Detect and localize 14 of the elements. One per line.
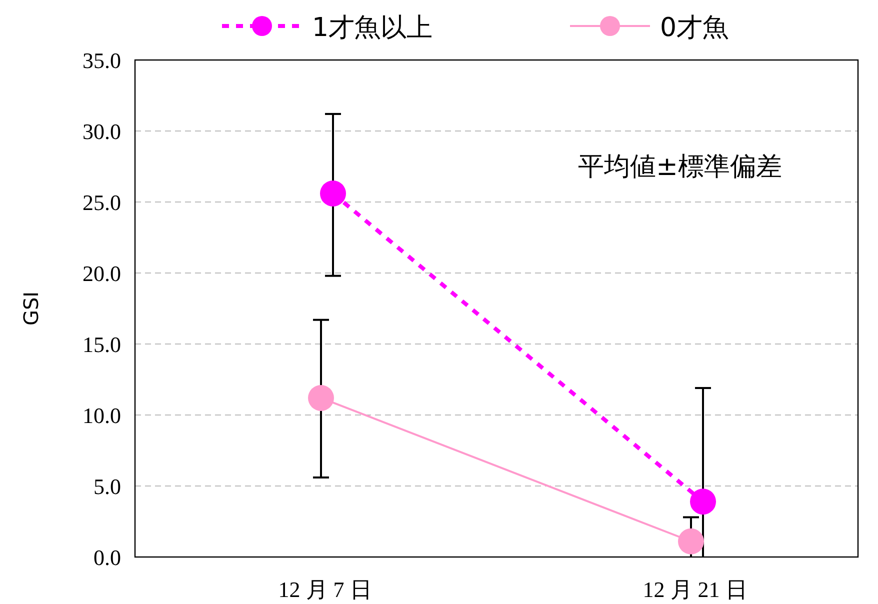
legend-label: 0才魚 bbox=[660, 13, 729, 43]
y-axis-title: GSI bbox=[19, 291, 43, 326]
annotation: 平均値±標準偏差 bbox=[578, 152, 782, 182]
y-tick-label: 20.0 bbox=[82, 261, 121, 286]
y-tick-label: 0.0 bbox=[94, 545, 121, 570]
y-tick-label: 5.0 bbox=[94, 474, 121, 499]
x-tick-label: 12 月 7 日 bbox=[278, 577, 372, 602]
y-tick-label: 15.0 bbox=[82, 332, 121, 357]
legend-label: 1才魚以上 bbox=[312, 13, 433, 43]
x-tick-label: 12 月 21 日 bbox=[642, 577, 748, 602]
y-tick-label: 25.0 bbox=[82, 190, 121, 215]
y-tick-label: 30.0 bbox=[82, 119, 121, 144]
y-tick-label: 10.0 bbox=[82, 403, 121, 428]
y-tick-label: 35.0 bbox=[82, 48, 121, 73]
